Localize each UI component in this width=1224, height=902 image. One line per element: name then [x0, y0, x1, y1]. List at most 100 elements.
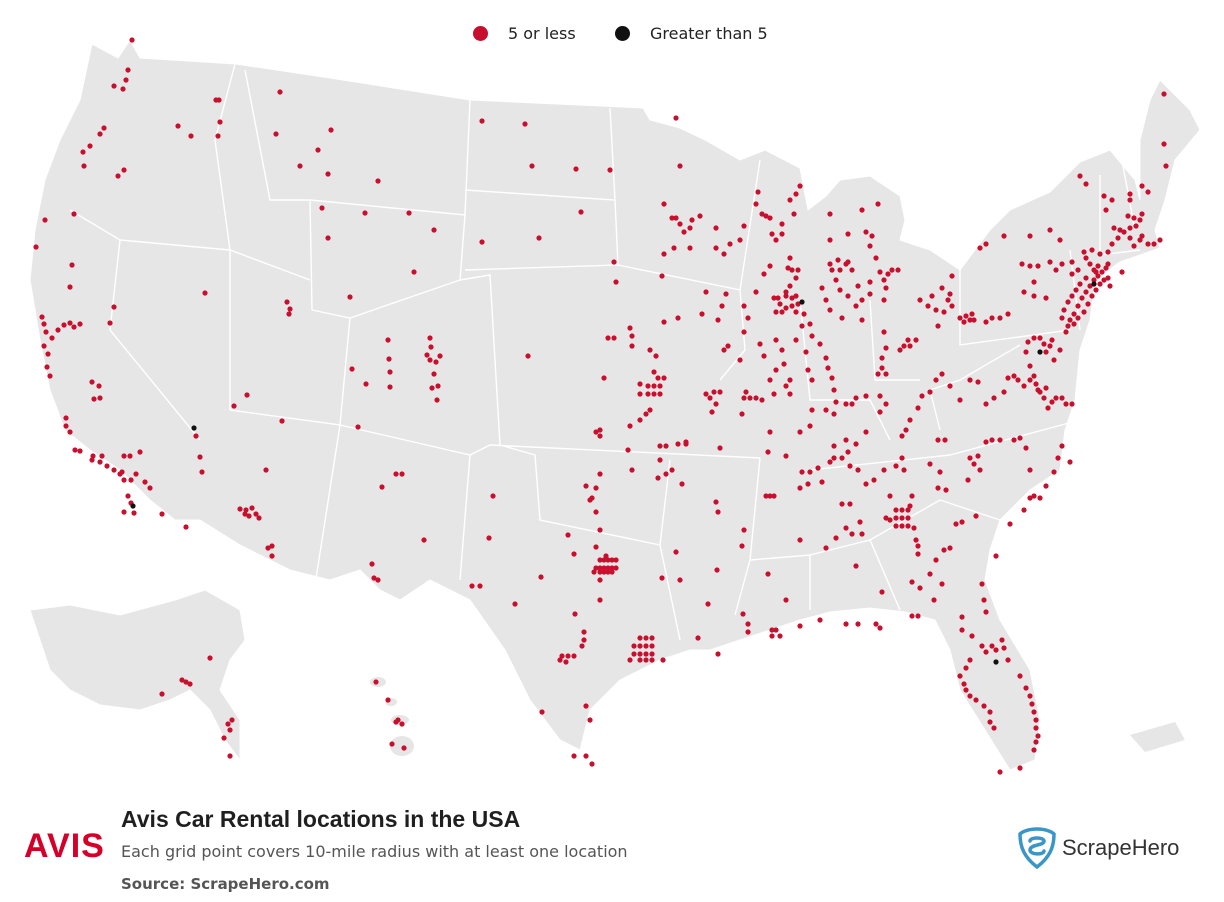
location-dot-low: [1059, 443, 1065, 449]
location-dot-low: [721, 251, 727, 257]
location-dot-low: [959, 519, 965, 525]
location-dot-low: [61, 322, 67, 328]
location-dot-low: [975, 453, 981, 459]
location-dot-low: [647, 347, 653, 353]
location-dot-low: [791, 211, 797, 217]
location-dot-low: [1037, 495, 1043, 501]
location-dot-low: [707, 395, 713, 401]
location-dot-low: [845, 449, 851, 455]
location-dot-low: [406, 210, 412, 216]
location-dot-low: [837, 267, 843, 273]
location-dot-low: [601, 569, 607, 575]
location-dot-low: [939, 285, 945, 291]
location-dot-low: [649, 657, 655, 663]
location-dot-low: [827, 211, 833, 217]
location-dot-low: [807, 469, 813, 475]
location-dot-low: [869, 233, 875, 239]
location-dot-low: [379, 484, 385, 490]
location-dot-low: [1121, 229, 1127, 235]
location-dot-low: [805, 367, 811, 373]
location-dot-low: [913, 537, 919, 543]
location-dot-low: [915, 613, 921, 619]
location-dot-low: [787, 283, 793, 289]
location-dot-low: [719, 303, 725, 309]
location-dot-low: [539, 709, 545, 715]
location-dot-low: [1101, 193, 1107, 199]
location-dot-low: [873, 255, 879, 261]
location-dot-low: [745, 315, 751, 321]
location-dot-low: [773, 627, 779, 633]
location-dot-low: [673, 115, 679, 121]
location-dot-low: [101, 125, 107, 131]
location-dot-low: [833, 535, 839, 541]
location-dot-low: [991, 395, 997, 401]
location-dot-low: [387, 384, 393, 390]
location-dot-low: [128, 477, 134, 483]
location-dot-low: [753, 289, 759, 295]
location-dot-low: [895, 267, 901, 273]
location-dot-low: [411, 269, 417, 275]
location-dot-low: [871, 477, 877, 483]
location-dot-low: [737, 237, 743, 243]
location-dot-low: [571, 551, 577, 557]
location-dot-low: [386, 356, 392, 362]
location-dot-low: [1027, 363, 1033, 369]
location-dot-low: [1145, 241, 1151, 247]
location-dot-low: [883, 371, 889, 377]
location-dot-low: [799, 323, 805, 329]
location-dot-low: [1075, 303, 1081, 309]
location-dot-low: [269, 543, 275, 549]
location-dot-low: [188, 133, 194, 139]
location-dot-low: [605, 565, 611, 571]
location-dot-low: [849, 531, 855, 537]
location-dot-low: [839, 455, 845, 461]
location-dot-low: [97, 459, 103, 465]
location-dot-low: [969, 311, 975, 317]
location-dot-low: [839, 315, 845, 321]
location-dot-low: [779, 221, 785, 227]
location-dot-low: [1001, 233, 1007, 239]
location-dot-low: [677, 163, 683, 169]
location-dot-low: [779, 347, 785, 353]
location-dot-low: [1105, 261, 1111, 267]
map-title: Avis Car Rental locations in the USA: [121, 806, 521, 832]
location-dot-low: [867, 243, 873, 249]
location-dot-low: [651, 391, 657, 397]
location-dot-low: [1043, 385, 1049, 391]
location-dot-low: [486, 535, 492, 541]
location-dot-low: [817, 617, 823, 623]
location-dot-low: [1103, 265, 1109, 271]
location-dot-low: [747, 395, 753, 401]
location-dot-low: [987, 719, 993, 725]
location-dot-low: [695, 635, 701, 641]
location-dot-low: [286, 311, 292, 317]
location-dot-low: [593, 544, 599, 550]
location-dot-low: [1069, 259, 1075, 265]
location-dot-low: [1059, 315, 1065, 321]
location-dot-low: [1027, 467, 1033, 473]
location-dot-low: [249, 505, 255, 511]
location-dot-low: [905, 515, 911, 521]
location-dot-low: [927, 389, 933, 395]
location-dot-low: [799, 469, 805, 475]
location-dot-low: [1043, 349, 1049, 355]
location-dot-low: [849, 267, 855, 273]
location-dot-low: [1081, 309, 1087, 315]
location-dot-low: [431, 227, 437, 233]
location-dot-low: [859, 207, 865, 213]
location-dot-low: [637, 651, 643, 657]
location-dot-low: [41, 321, 47, 327]
location-dot-low: [605, 335, 611, 341]
location-dot-low: [597, 557, 603, 563]
location-dot-low: [1093, 287, 1099, 293]
location-dot-low: [789, 295, 795, 301]
location-dot-low: [979, 643, 985, 649]
location-dot-low: [713, 499, 719, 505]
location-dot-low: [661, 201, 667, 207]
location-dot-low: [661, 251, 667, 257]
location-dot-low: [1037, 335, 1043, 341]
location-dot-low: [753, 395, 759, 401]
location-dot-low: [881, 329, 887, 335]
location-dot-low: [187, 681, 193, 687]
location-dot-low: [315, 147, 321, 153]
